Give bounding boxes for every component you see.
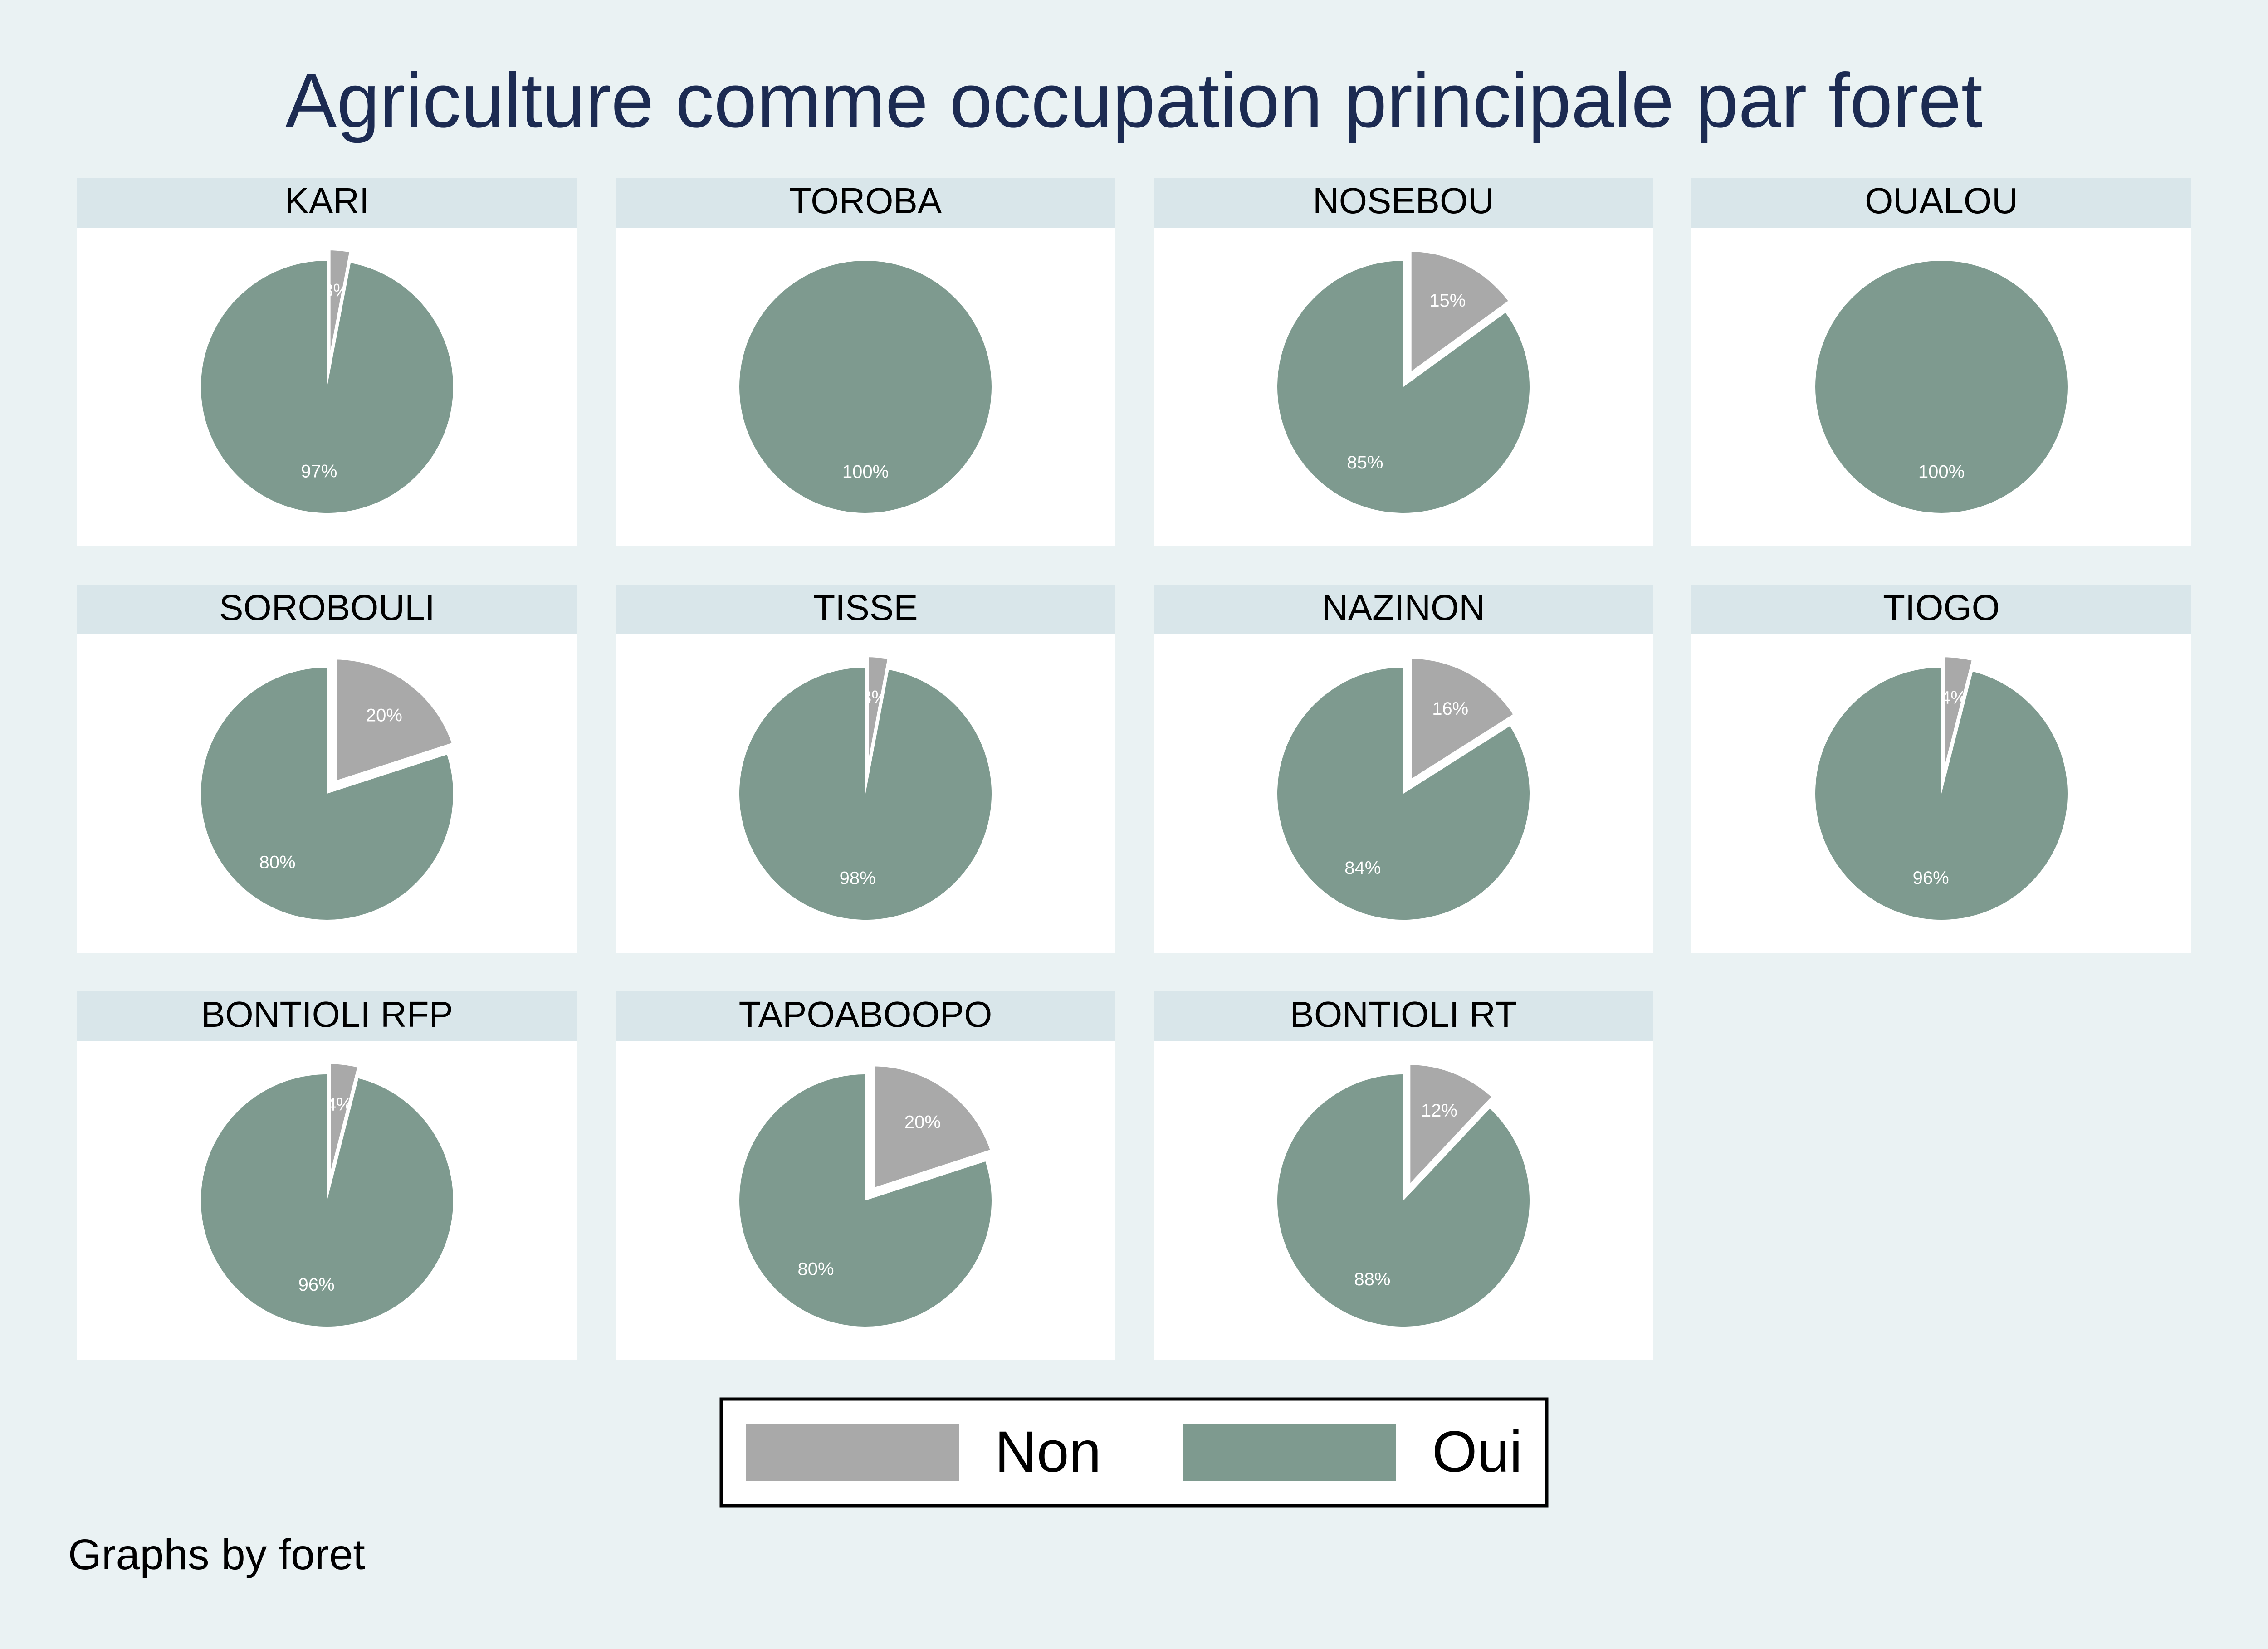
slice-oui: [1815, 261, 2068, 513]
slice-label-oui: 80%: [259, 853, 295, 873]
panel-nazinon: NAZINON 16% 84%: [1154, 585, 1653, 953]
panel-title: OUALOU: [1865, 181, 2018, 221]
slice-label-oui: 85%: [1347, 453, 1383, 473]
panel-bontioli-rfp: BONTIOLI RFP 4% 96%: [77, 991, 577, 1360]
slice-label-non: 20%: [904, 1112, 941, 1132]
panel-header: [616, 178, 1115, 228]
slice-non: [326, 246, 355, 375]
panel-title: TISSE: [813, 587, 918, 628]
slice-label-non: 12%: [1421, 1101, 1457, 1121]
slice-label-oui: 96%: [1913, 868, 1949, 888]
slice-label-non: 4%: [1941, 688, 1967, 707]
slice-oui: [1277, 668, 1530, 920]
slice-non: [870, 1062, 996, 1194]
slice-label-oui: 100%: [1918, 462, 1965, 482]
panel-header: [1154, 585, 1653, 634]
slice-oui: [201, 1074, 454, 1327]
panel-title: TIOGO: [1883, 587, 2000, 628]
slice-label-non: 15%: [1429, 291, 1466, 311]
panel-title: NAZINON: [1322, 587, 1485, 628]
panel-title: TAPOABOOPO: [739, 994, 992, 1034]
panel-header: [1154, 178, 1653, 228]
panel-toroba: TOROBA 100%: [616, 178, 1115, 546]
slice-non: [1407, 247, 1515, 380]
slice-oui: [1277, 261, 1530, 513]
panel-header: [1691, 178, 2191, 228]
slice-oui: [739, 261, 992, 513]
panel-tapoaboopo: TAPOABOOPO 20% 80%: [616, 991, 1115, 1360]
graphs-by-note: Graphs by foret: [68, 1531, 365, 1579]
slice-label-non: 4%: [326, 1094, 352, 1114]
legend-swatch-oui: [1183, 1424, 1396, 1481]
panel-bontioli-rt: BONTIOLI RT 12% 88%: [1154, 991, 1653, 1360]
slice-oui: [1815, 668, 2068, 920]
panel-title: TOROBA: [789, 181, 942, 221]
panel-header: [77, 991, 577, 1041]
slice-oui: [200, 261, 453, 513]
legend: Non Oui: [719, 1397, 1549, 1508]
panel-header: [1691, 585, 2191, 634]
slice-label-oui: 98%: [840, 868, 876, 888]
legend-label-oui: Oui: [1432, 1420, 1522, 1484]
slice-non: [326, 1059, 363, 1189]
slice-oui: [1277, 1074, 1530, 1327]
slice-label-oui: 80%: [797, 1259, 834, 1279]
slice-oui: [201, 668, 454, 920]
panel-title: KARI: [285, 181, 370, 221]
slice-label-oui: 97%: [301, 461, 337, 481]
slice-oui: [739, 668, 992, 920]
slice-label-non: 16%: [1432, 699, 1468, 719]
slice-non: [1407, 654, 1520, 787]
slice-label-oui: 100%: [842, 462, 889, 482]
slice-non: [864, 653, 893, 782]
panel-tiogo: TIOGO 4% 96%: [1691, 585, 2191, 953]
panel-header: [616, 991, 1115, 1041]
panel-nosebou: NOSEBOU 15% 85%: [1154, 178, 1653, 546]
panel-title: BONTIOLI RFP: [201, 994, 453, 1034]
legend-label-non: Non: [995, 1420, 1101, 1484]
panel-header: [1154, 991, 1653, 1041]
panel-title: NOSEBOU: [1313, 181, 1494, 221]
panel-oualou: OUALOU 100%: [1691, 178, 2191, 546]
panel-header: [77, 178, 577, 228]
slice-non: [1941, 653, 1977, 782]
panel-sorobouli: SOROBOULI 20% 80%: [77, 585, 577, 953]
slice-non: [1406, 1060, 1498, 1195]
slice-non: [332, 655, 458, 787]
panel-header: [77, 585, 577, 634]
slice-label-oui: 96%: [298, 1275, 335, 1295]
slice-label-oui: 88%: [1354, 1269, 1390, 1289]
panel-header: [616, 585, 1115, 634]
slice-label-non: 20%: [366, 706, 402, 726]
legend-swatch-non: [746, 1424, 959, 1481]
slice-label-oui: 84%: [1344, 858, 1381, 878]
chart-title: Agriculture comme occupation principale …: [285, 58, 1983, 144]
panel-title: SOROBOULI: [219, 587, 435, 628]
panel-title: BONTIOLI RT: [1290, 994, 1517, 1034]
slice-oui: [739, 1074, 992, 1327]
